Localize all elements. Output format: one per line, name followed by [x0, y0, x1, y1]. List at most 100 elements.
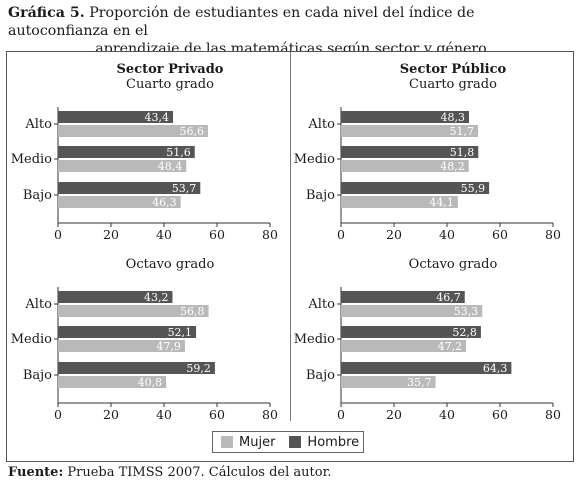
- panel-3-bar-mujer: [341, 305, 483, 317]
- panel-2-data-label-mujer: 56,8: [180, 305, 205, 318]
- panel-2-data-label-hombre: 43,2: [144, 291, 169, 304]
- panel-2-category-label: Bajo: [23, 368, 52, 383]
- panel-1-x-tick-label: 20: [386, 227, 402, 242]
- panel-0-x-tick-label: 60: [209, 227, 225, 242]
- panel-1-category-label: Bajo: [306, 188, 335, 203]
- panel-0-data-label-hombre: 43,4: [145, 111, 170, 124]
- panel-2-category-label: Alto: [24, 297, 52, 312]
- panel-1-sector-title: Sector Público: [400, 62, 507, 77]
- panel-2-bar-hombre: [58, 362, 215, 374]
- panel-2-data-label-hombre: 59,2: [186, 362, 211, 375]
- panel-0-bar-mujer: [58, 125, 208, 137]
- panel-3-x-tick-label: 40: [439, 407, 455, 422]
- panel-2-bar-hombre: [58, 326, 197, 338]
- panel-1-category-label: Alto: [307, 117, 335, 132]
- panel-3-data-label-hombre: 64,3: [483, 362, 508, 375]
- panel-3-data-label-mujer: 35,7: [407, 376, 432, 389]
- panel-2-x-tick-label: 60: [209, 407, 225, 422]
- panel-1-bar-hombre: [341, 146, 479, 158]
- panel-0-bar-hombre: [58, 146, 195, 158]
- panel-3-bar-hombre: [341, 291, 465, 303]
- panel-1-bar-mujer: [341, 160, 469, 172]
- panel-2-category-label: Medio: [11, 332, 52, 347]
- panel-3-data-label-mujer: 53,3: [454, 305, 479, 318]
- panel-1-data-label-mujer: 51,7: [450, 125, 475, 138]
- panel-1-data-label-mujer: 44,1: [429, 196, 454, 209]
- panel-2-x-tick-label: 0: [54, 407, 62, 422]
- panel-3-bar-hombre: [341, 326, 481, 338]
- source-label: Fuente:: [8, 465, 64, 480]
- panel-0-category-label: Medio: [11, 152, 52, 167]
- panel-1-bar-mujer: [341, 196, 458, 208]
- panel-1-bar-hombre: [341, 182, 490, 194]
- figure-title-line1: Proporción de estudiantes en cada nivel …: [8, 5, 475, 39]
- panel-3-x-tick-label: 80: [545, 407, 561, 422]
- panel-0-data-label-mujer: 46,3: [152, 196, 177, 209]
- panel-2-bar-hombre: [58, 291, 173, 303]
- panel-0-bar-mujer: [58, 160, 187, 172]
- panel-2-data-label-mujer: 47,9: [156, 340, 181, 353]
- panel-3-bar-mujer: [341, 376, 436, 388]
- panel-2-grade-title: Octavo grado: [126, 257, 215, 272]
- panel-0-bar-hombre: [58, 111, 174, 123]
- panel-1-x-tick-label: 0: [337, 227, 345, 242]
- panel-2-bar-mujer: [58, 305, 209, 317]
- panel-3-x-tick-label: 20: [386, 407, 402, 422]
- panel-1-x-tick-label: 40: [439, 227, 455, 242]
- legend-swatch-hombre: [289, 436, 302, 448]
- panel-0-bar-hombre: [58, 182, 201, 194]
- figure-title-label: Gráfica 5.: [8, 5, 85, 21]
- panel-2-x-tick-label: 80: [262, 407, 278, 422]
- panel-3-grade-title: Octavo grado: [409, 257, 498, 272]
- panel-3-data-label-hombre: 52,8: [452, 326, 477, 339]
- panel-1-x-tick-label: 80: [545, 227, 561, 242]
- panel-0-x-tick-label: 80: [262, 227, 278, 242]
- panel-0-category-label: Bajo: [23, 188, 52, 203]
- panel-3-data-label-mujer: 47,2: [438, 340, 463, 353]
- panel-0-category-label: Alto: [24, 117, 52, 132]
- panel-3-data-label-hombre: 46,7: [436, 291, 461, 304]
- legend: Mujer Hombre: [212, 431, 364, 453]
- legend-swatch-mujer: [221, 436, 233, 448]
- legend-label-hombre: Hombre: [307, 434, 360, 450]
- panel-2-bar-mujer: [58, 340, 185, 352]
- panel-2-data-label-mujer: 40,8: [138, 376, 163, 389]
- panel-1-data-label-hombre: 51,8: [450, 146, 475, 159]
- panel-divider: [290, 52, 291, 421]
- panel-0-data-label-hombre: 51,6: [166, 146, 191, 159]
- panel-0-data-label-mujer: 48,4: [158, 160, 183, 173]
- panel-2-x-tick-label: 40: [156, 407, 172, 422]
- panel-3-bar-mujer: [341, 340, 467, 352]
- panel-1-grade-title: Cuarto grado: [409, 77, 497, 92]
- panel-0-x-tick-label: 20: [103, 227, 119, 242]
- panel-2-data-label-hombre: 52,1: [168, 326, 193, 339]
- panel-0-sector-title: Sector Privado: [117, 62, 224, 77]
- panel-0-x-tick-label: 40: [156, 227, 172, 242]
- panel-1-data-label-hombre: 55,9: [461, 182, 486, 195]
- panel-0-grade-title: Cuarto grado: [126, 77, 214, 92]
- panel-0-data-label-hombre: 53,7: [172, 182, 197, 195]
- panel-3-category-label: Alto: [307, 297, 335, 312]
- panel-3-x-tick-label: 60: [492, 407, 508, 422]
- source-text: Prueba TIMSS 2007. Cálculos del autor.: [67, 465, 332, 480]
- source-note: Fuente: Prueba TIMSS 2007. Cálculos del …: [8, 465, 332, 480]
- panel-3-category-label: Bajo: [306, 368, 335, 383]
- panel-3-x-tick-label: 0: [337, 407, 345, 422]
- panel-1-bar-mujer: [341, 125, 479, 137]
- panel-1-bar-hombre: [341, 111, 469, 123]
- panel-3-bar-hombre: [341, 362, 512, 374]
- legend-item-mujer: Mujer: [221, 435, 275, 450]
- panel-0-bar-mujer: [58, 196, 181, 208]
- panel-2-x-tick-label: 20: [103, 407, 119, 422]
- panel-1-x-tick-label: 60: [492, 227, 508, 242]
- panel-1-data-label-mujer: 48,2: [440, 160, 465, 173]
- panel-3-category-label: Medio: [294, 332, 335, 347]
- panel-1-category-label: Medio: [294, 152, 335, 167]
- legend-label-mujer: Mujer: [239, 434, 276, 450]
- panel-0-data-label-mujer: 56,6: [179, 125, 204, 138]
- panel-2-bar-mujer: [58, 376, 167, 388]
- legend-item-hombre: Hombre: [289, 435, 359, 450]
- panel-1-data-label-hombre: 48,3: [440, 111, 465, 124]
- panel-0-x-tick-label: 0: [54, 227, 62, 242]
